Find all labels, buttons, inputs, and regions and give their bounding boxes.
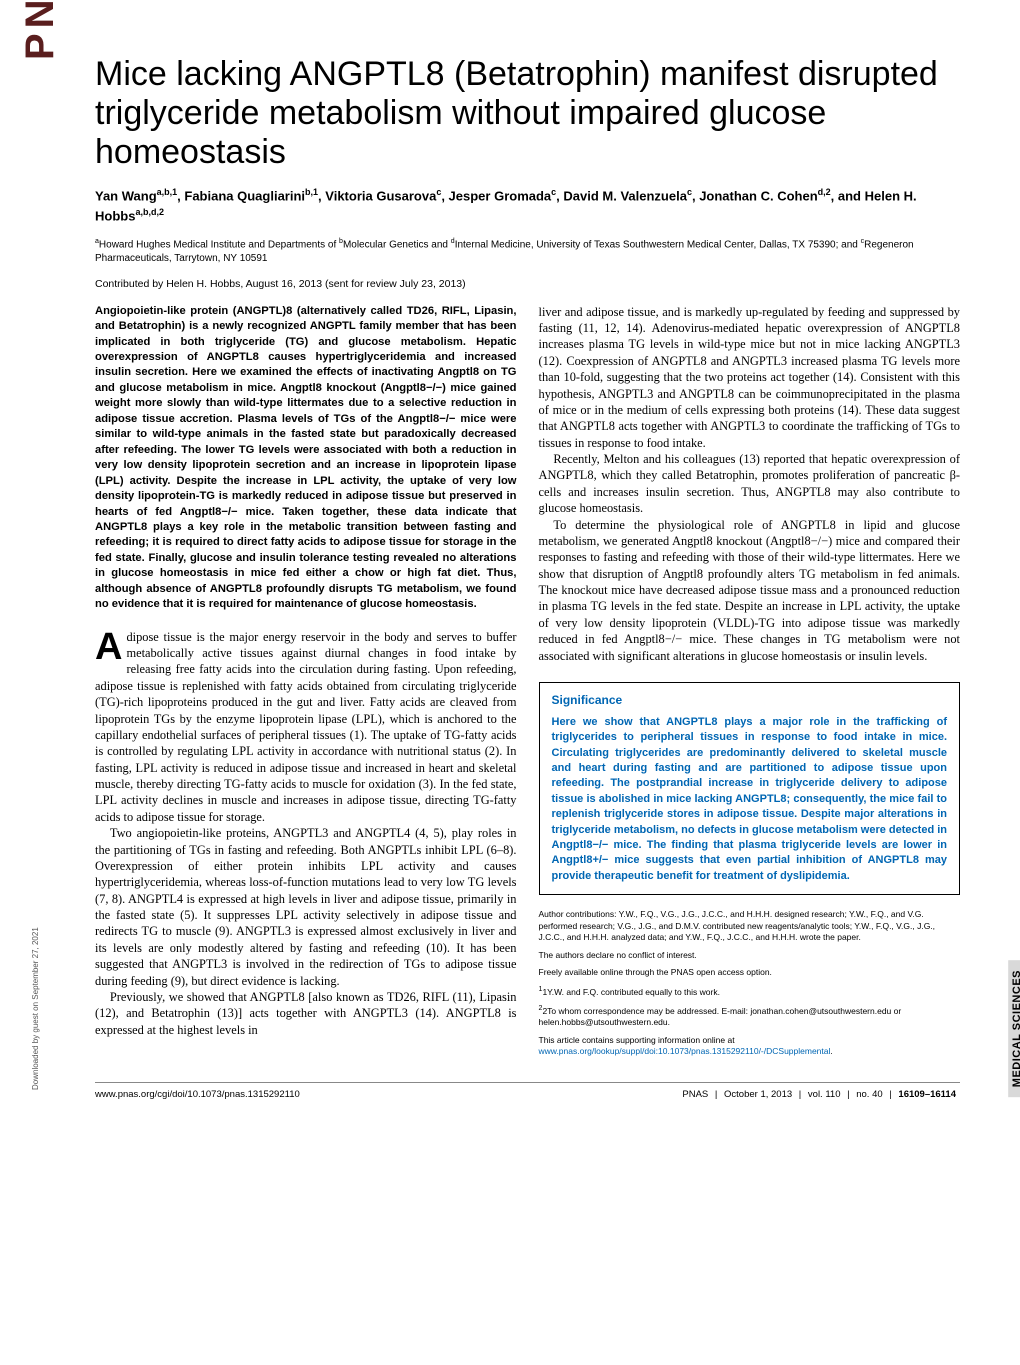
equal-contribution: 11Y.W. and F.Q. contributed equally to t… [539, 985, 961, 998]
contributed-line: Contributed by Helen H. Hobbs, August 16… [95, 278, 960, 290]
body-r1: liver and adipose tissue, and is markedl… [539, 304, 961, 451]
supporting-info: This article contains supporting informa… [539, 1035, 961, 1058]
left-column: Angiopoietin-like protein (ANGPTL)8 (alt… [95, 304, 517, 1064]
correspondence: 22To whom correspondence may be addresse… [539, 1004, 961, 1029]
body-r2: Recently, Melton and his colleagues (13)… [539, 451, 961, 517]
authors-line: Yan Wanga,b,1, Fabiana Quagliarinib,1, V… [95, 186, 960, 225]
article-meta: Author contributions: Y.W., F.Q., V.G., … [539, 909, 961, 1057]
body-p2: Two angiopoietin-like proteins, ANGPTL3 … [95, 825, 517, 989]
body-p3: Previously, we showed that ANGPTL8 [also… [95, 989, 517, 1038]
conflict-statement: The authors declare no conflict of inter… [539, 950, 961, 961]
body-text-left: Adipose tissue is the major energy reser… [95, 629, 517, 1038]
two-column-body: Angiopoietin-like protein (ANGPTL)8 (alt… [95, 304, 960, 1064]
section-label: MEDICAL SCIENCES [1008, 960, 1020, 1097]
body-p1: dipose tissue is the major energy reserv… [95, 630, 517, 824]
article-title: Mice lacking ANGPTL8 (Betatrophin) manif… [95, 55, 960, 172]
abstract: Angiopoietin-like protein (ANGPTL)8 (alt… [95, 304, 517, 613]
download-note: Downloaded by guest on September 27, 202… [31, 927, 40, 1090]
significance-heading: Significance [552, 693, 948, 707]
significance-body: Here we show that ANGPTL8 plays a major … [552, 715, 948, 884]
open-access: Freely available online through the PNAS… [539, 967, 961, 978]
affiliations: aHoward Hughes Medical Institute and Dep… [95, 237, 960, 265]
significance-box: Significance Here we show that ANGPTL8 p… [539, 682, 961, 895]
journal-logo: PNAS PNAS PNAS [18, 0, 63, 60]
footer-citation: PNAS | October 1, 2013 | vol. 110 | no. … [678, 1089, 960, 1100]
dropcap: A [95, 629, 126, 663]
right-column: liver and adipose tissue, and is markedl… [539, 304, 961, 1064]
page-footer: www.pnas.org/cgi/doi/10.1073/pnas.131529… [95, 1082, 960, 1100]
body-r3: To determine the physiological role of A… [539, 517, 961, 664]
body-text-right: liver and adipose tissue, and is markedl… [539, 304, 961, 664]
author-contributions: Author contributions: Y.W., F.Q., V.G., … [539, 909, 961, 943]
footer-doi: www.pnas.org/cgi/doi/10.1073/pnas.131529… [95, 1089, 300, 1100]
supporting-link[interactable]: www.pnas.org/lookup/suppl/doi:10.1073/pn… [539, 1046, 831, 1056]
